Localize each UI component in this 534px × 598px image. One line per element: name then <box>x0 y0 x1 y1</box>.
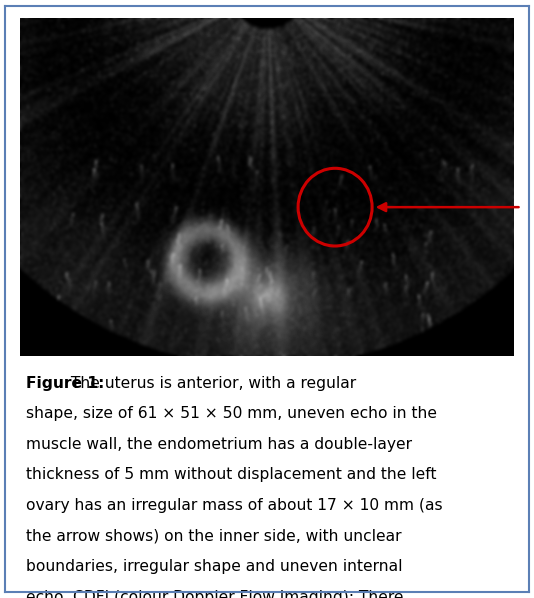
Text: boundaries, irregular shape and uneven internal: boundaries, irregular shape and uneven i… <box>26 559 402 574</box>
Text: shape, size of 61 × 51 × 50 mm, uneven echo in the: shape, size of 61 × 51 × 50 mm, uneven e… <box>26 406 437 421</box>
Text: the arrow shows) on the inner side, with unclear: the arrow shows) on the inner side, with… <box>26 529 401 544</box>
Text: echo. CDFI (colour Doppler Flow Imaging): There: echo. CDFI (colour Doppler Flow Imaging)… <box>26 590 403 598</box>
Text: The uterus is anterior, with a regular: The uterus is anterior, with a regular <box>66 376 356 390</box>
Text: muscle wall, the endometrium has a double-layer: muscle wall, the endometrium has a doubl… <box>26 437 412 451</box>
Text: thickness of 5 mm without displacement and the left: thickness of 5 mm without displacement a… <box>26 468 436 483</box>
Text: Figure 1:: Figure 1: <box>26 376 104 390</box>
Text: ovary has an irregular mass of about 17 × 10 mm (as: ovary has an irregular mass of about 17 … <box>26 498 442 513</box>
